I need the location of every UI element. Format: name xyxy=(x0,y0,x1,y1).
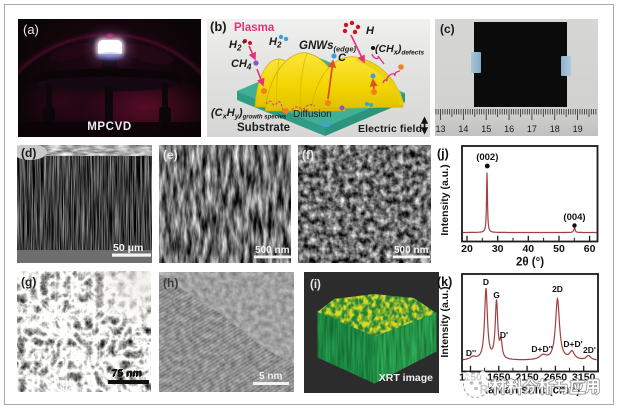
svg-text:CH4: CH4 xyxy=(231,58,252,72)
svg-text:(f): (f) xyxy=(302,148,314,162)
svg-text:(002): (002) xyxy=(476,152,498,163)
svg-text:Intensity (a.u.): Intensity (a.u.) xyxy=(439,164,451,235)
svg-text:19: 19 xyxy=(573,124,583,134)
svg-text:60: 60 xyxy=(584,243,596,255)
svg-text:13: 13 xyxy=(435,124,445,134)
svg-text:D': D' xyxy=(500,330,508,340)
svg-text:(i): (i) xyxy=(310,279,321,291)
svg-text:D: D xyxy=(483,277,489,287)
svg-text:Intensity (a.u.): Intensity (a.u.) xyxy=(439,286,451,357)
svg-text:Electric field: Electric field xyxy=(358,123,422,135)
svg-text:(k): (k) xyxy=(437,275,452,289)
svg-text:2D': 2D' xyxy=(583,345,596,355)
svg-text:D'': D'' xyxy=(466,348,476,358)
svg-text:(b): (b) xyxy=(210,19,227,34)
svg-text:H: H xyxy=(366,25,375,37)
svg-text:D+D'': D+D'' xyxy=(531,344,552,354)
svg-text:(h): (h) xyxy=(163,276,178,290)
svg-text:50: 50 xyxy=(553,243,565,255)
svg-text:16: 16 xyxy=(504,124,514,134)
svg-text:(e): (e) xyxy=(163,148,178,162)
svg-text:D+D': D+D' xyxy=(563,339,582,349)
svg-text:15: 15 xyxy=(481,124,491,134)
svg-text:H2+: H2+ xyxy=(229,38,246,53)
svg-text:GNWs(edge): GNWs(edge) xyxy=(299,40,357,54)
svg-text:G: G xyxy=(493,290,500,300)
svg-text:500 nm: 500 nm xyxy=(255,245,290,256)
svg-text:30: 30 xyxy=(492,243,504,255)
svg-text:XRT image: XRT image xyxy=(378,372,432,384)
svg-text:14: 14 xyxy=(458,124,468,134)
svg-text:(CHx)defects: (CHx)defects xyxy=(375,43,424,57)
svg-text:5 nm: 5 nm xyxy=(259,371,282,382)
svg-text:2θ (°): 2θ (°) xyxy=(516,257,544,269)
svg-text:18: 18 xyxy=(550,124,560,134)
svg-text:Plasma: Plasma xyxy=(234,22,275,34)
svg-text:500 nm: 500 nm xyxy=(394,245,429,256)
svg-text:(d): (d) xyxy=(21,146,36,160)
svg-text:(j): (j) xyxy=(437,147,449,161)
svg-text:17: 17 xyxy=(527,124,537,134)
svg-text:C: C xyxy=(338,52,347,64)
svg-text:2D: 2D xyxy=(552,284,563,294)
svg-text:Substrate: Substrate xyxy=(237,122,290,134)
svg-text:(004): (004) xyxy=(563,212,585,223)
svg-text:20: 20 xyxy=(461,243,473,255)
svg-text:Diffusion: Diffusion xyxy=(293,109,332,120)
svg-text:40: 40 xyxy=(522,243,534,255)
svg-text:50 μm: 50 μm xyxy=(113,242,143,254)
